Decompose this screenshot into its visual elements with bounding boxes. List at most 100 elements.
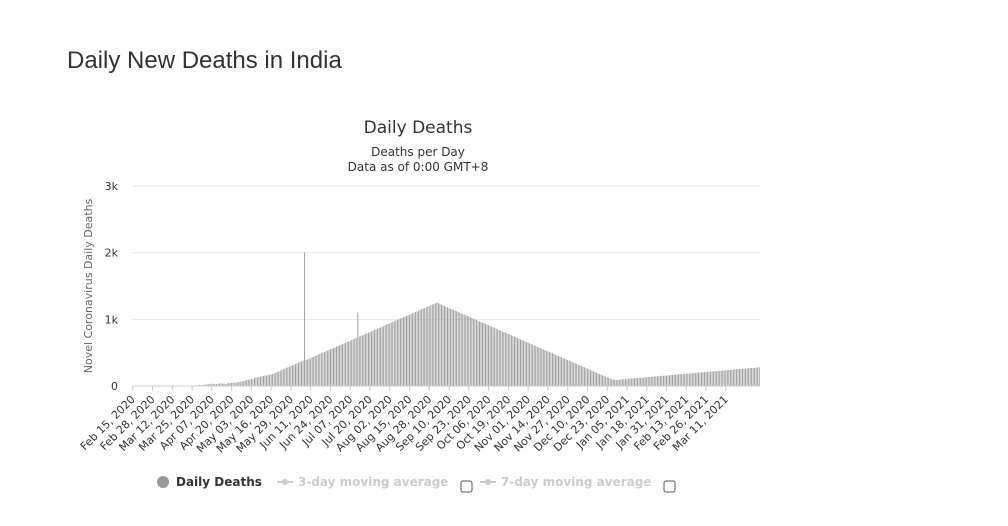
bar-daily-deaths[interactable]	[704, 372, 705, 386]
bar-daily-deaths[interactable]	[436, 302, 438, 386]
bar-daily-deaths[interactable]	[472, 318, 474, 386]
bar-daily-deaths[interactable]	[638, 377, 640, 386]
bar-daily-deaths[interactable]	[571, 362, 573, 386]
bar-daily-deaths[interactable]	[358, 336, 360, 386]
bar-daily-deaths[interactable]	[250, 378, 252, 386]
bar-daily-deaths[interactable]	[748, 368, 750, 386]
bar-daily-deaths[interactable]	[740, 368, 742, 386]
bar-daily-deaths[interactable]	[655, 376, 657, 386]
bar-daily-deaths[interactable]	[339, 345, 341, 386]
bar-daily-deaths[interactable]	[672, 374, 674, 386]
bar-daily-deaths[interactable]	[453, 310, 455, 386]
bar-daily-deaths[interactable]	[377, 328, 379, 386]
bar-daily-deaths[interactable]	[659, 376, 661, 386]
bar-daily-deaths[interactable]	[439, 304, 441, 386]
bar-daily-deaths[interactable]	[621, 379, 623, 386]
bar-daily-deaths[interactable]	[460, 313, 462, 386]
bar-daily-deaths[interactable]	[296, 363, 298, 386]
bar-daily-deaths[interactable]	[757, 367, 759, 386]
bar-daily-deaths[interactable]	[340, 344, 342, 386]
bar-daily-deaths[interactable]	[402, 317, 404, 386]
bar-daily-deaths[interactable]	[475, 320, 477, 386]
bar-daily-deaths[interactable]	[520, 339, 521, 386]
bar-daily-deaths[interactable]	[322, 352, 324, 386]
bar-daily-deaths[interactable]	[238, 381, 240, 386]
bar-daily-deaths[interactable]	[545, 350, 547, 386]
bar-daily-deaths[interactable]	[574, 363, 576, 386]
bar-daily-deaths[interactable]	[656, 376, 658, 386]
bar-daily-deaths[interactable]	[632, 378, 634, 386]
bar-daily-deaths[interactable]	[666, 375, 667, 386]
bar-daily-deaths[interactable]	[594, 372, 596, 386]
bar-daily-deaths[interactable]	[270, 374, 272, 386]
bar-daily-deaths[interactable]	[477, 320, 479, 386]
bar-daily-deaths[interactable]	[732, 369, 734, 386]
bar-daily-deaths[interactable]	[229, 383, 231, 386]
bar-daily-deaths[interactable]	[570, 361, 572, 386]
bar-daily-deaths[interactable]	[498, 330, 500, 386]
bar-daily-deaths[interactable]	[412, 313, 413, 386]
bar-daily-deaths[interactable]	[486, 324, 488, 386]
bar-daily-deaths[interactable]	[586, 368, 588, 386]
bar-daily-deaths[interactable]	[542, 349, 544, 386]
bar-daily-deaths[interactable]	[492, 327, 494, 386]
bar-daily-deaths[interactable]	[256, 377, 258, 386]
bar-daily-deaths[interactable]	[646, 377, 648, 386]
bar-daily-deaths[interactable]	[387, 324, 389, 386]
legend-item-7-day-moving-average[interactable]: 7-day moving average	[480, 475, 676, 493]
bar-daily-deaths[interactable]	[573, 362, 575, 386]
bar-daily-deaths[interactable]	[232, 382, 234, 386]
bar-daily-deaths[interactable]	[329, 349, 331, 386]
bar-daily-deaths[interactable]	[272, 374, 274, 386]
bar-daily-deaths[interactable]	[320, 353, 322, 386]
bar-daily-deaths[interactable]	[217, 383, 219, 386]
bar-daily-deaths[interactable]	[658, 376, 660, 386]
bar-daily-deaths[interactable]	[669, 375, 670, 386]
bar-daily-deaths[interactable]	[424, 308, 426, 386]
bar-daily-deaths[interactable]	[203, 384, 205, 386]
bar-daily-deaths[interactable]	[527, 342, 529, 386]
bar-daily-deaths[interactable]	[483, 323, 485, 386]
bar-daily-deaths[interactable]	[226, 383, 228, 386]
bar-daily-deaths[interactable]	[454, 310, 456, 386]
bar-daily-deaths[interactable]	[431, 304, 433, 386]
bar-daily-deaths[interactable]	[311, 357, 313, 386]
bar-daily-deaths[interactable]	[231, 382, 233, 386]
bar-daily-deaths[interactable]	[374, 330, 375, 386]
bar-daily-deaths[interactable]	[310, 358, 312, 386]
bar-daily-deaths[interactable]	[612, 379, 614, 386]
bar-daily-deaths[interactable]	[398, 319, 400, 386]
bar-daily-deaths[interactable]	[220, 383, 222, 386]
bar-daily-deaths[interactable]	[369, 332, 371, 386]
bar-daily-deaths[interactable]	[349, 340, 351, 386]
bar-daily-deaths[interactable]	[437, 303, 439, 386]
bar-daily-deaths[interactable]	[615, 379, 617, 386]
bar-daily-deaths[interactable]	[681, 374, 683, 386]
bar-daily-deaths[interactable]	[711, 371, 713, 386]
bar-daily-deaths[interactable]	[634, 378, 636, 386]
bar-daily-deaths[interactable]	[212, 383, 214, 386]
bar-daily-deaths[interactable]	[558, 356, 559, 386]
bar-daily-deaths[interactable]	[501, 331, 503, 386]
bar-daily-deaths[interactable]	[708, 371, 710, 386]
bar-daily-deaths[interactable]	[253, 378, 255, 386]
bar-daily-deaths[interactable]	[305, 360, 307, 386]
bar-daily-deaths[interactable]	[731, 369, 733, 386]
bar-daily-deaths[interactable]	[539, 348, 541, 386]
bar-daily-deaths[interactable]	[758, 367, 760, 386]
bar-daily-deaths[interactable]	[352, 339, 354, 386]
bar-daily-deaths[interactable]	[710, 371, 712, 386]
bar-daily-deaths[interactable]	[556, 355, 558, 386]
bar-daily-deaths[interactable]	[223, 383, 225, 386]
bar-daily-deaths[interactable]	[264, 375, 266, 386]
bar-daily-deaths[interactable]	[517, 338, 518, 386]
bar-daily-deaths[interactable]	[652, 376, 654, 386]
bar-daily-deaths[interactable]	[509, 334, 511, 386]
bar-daily-deaths[interactable]	[395, 320, 397, 386]
bar-daily-deaths[interactable]	[466, 316, 468, 386]
bar-daily-deaths[interactable]	[278, 371, 280, 386]
bar-daily-deaths[interactable]	[567, 360, 569, 386]
bar-daily-deaths[interactable]	[679, 374, 681, 386]
bar-daily-deaths[interactable]	[538, 347, 540, 386]
bar-daily-deaths[interactable]	[605, 376, 607, 386]
